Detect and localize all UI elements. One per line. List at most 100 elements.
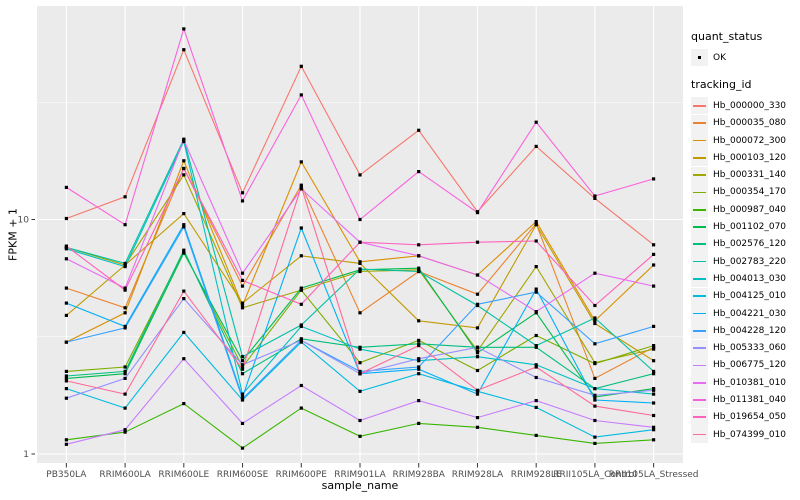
data-point xyxy=(652,263,656,267)
legend-item-label: Hb_004228_120 xyxy=(713,325,787,336)
data-point xyxy=(240,303,245,308)
data-point xyxy=(299,226,303,230)
x-tick-label: RRIM600LA xyxy=(99,470,151,480)
data-point xyxy=(182,330,186,334)
data-point xyxy=(64,216,68,221)
data-point xyxy=(417,338,421,342)
legend-item-Hb_002783_220: Hb_002783_220 xyxy=(691,253,799,271)
data-point xyxy=(534,239,538,243)
data-point xyxy=(358,269,362,274)
data-point xyxy=(417,269,421,274)
x-tick-label: RRII105LA_Stressed xyxy=(609,470,699,480)
data-point xyxy=(593,435,597,439)
line-swatch-icon xyxy=(692,329,707,332)
data-point xyxy=(182,357,186,361)
data-point xyxy=(593,196,597,200)
data-point xyxy=(593,441,597,445)
legend-title-tracking-id: tracking_id xyxy=(691,78,752,92)
line-swatch-icon xyxy=(692,347,707,349)
data-point xyxy=(358,347,362,351)
line-swatch-icon xyxy=(692,433,707,436)
data-point xyxy=(299,64,303,68)
data-point xyxy=(652,344,656,348)
data-point xyxy=(534,120,538,124)
data-point xyxy=(534,290,538,294)
line-swatch-icon xyxy=(692,381,707,384)
line-swatch-icon xyxy=(692,312,707,315)
data-point xyxy=(417,319,421,323)
data-point xyxy=(240,367,245,371)
data-point xyxy=(417,266,421,270)
data-point xyxy=(534,333,538,338)
data-point xyxy=(182,173,186,177)
data-point xyxy=(358,217,362,222)
line-swatch-icon xyxy=(692,156,707,159)
data-point xyxy=(358,418,362,423)
x-tick-label: PB350LA xyxy=(46,470,87,480)
data-point xyxy=(593,393,597,397)
data-point xyxy=(123,326,127,330)
data-point xyxy=(593,376,597,380)
data-point xyxy=(123,430,127,434)
data-point xyxy=(534,287,538,291)
legend-key-box xyxy=(691,391,708,409)
data-point xyxy=(240,355,245,359)
legend-key-box xyxy=(691,356,708,374)
data-point xyxy=(593,319,597,323)
data-point xyxy=(64,376,68,380)
data-point xyxy=(534,375,538,380)
data-point xyxy=(652,388,656,392)
x-tick-label: RRIM600SE xyxy=(217,470,269,480)
data-point xyxy=(123,365,127,369)
data-point xyxy=(417,243,421,247)
data-point xyxy=(417,342,421,346)
data-point xyxy=(123,369,127,373)
legend-item-label: Hb_004125_010 xyxy=(713,291,787,302)
data-point xyxy=(534,365,538,369)
data-point xyxy=(240,421,245,425)
legend-key-box xyxy=(691,305,708,322)
data-point xyxy=(64,257,68,261)
y-axis-title: FPKM + 1 xyxy=(6,208,20,261)
legend-item-Hb_005333_060: Hb_005333_060 xyxy=(691,339,799,357)
data-point xyxy=(182,225,186,229)
data-point xyxy=(652,438,656,442)
legend-item-Hb_000000_330: Hb_000000_330 xyxy=(691,97,799,115)
legend-item-label: Hb_004013_030 xyxy=(713,273,787,284)
legend-item-label: OK xyxy=(713,52,726,63)
line-swatch-icon xyxy=(692,243,707,246)
data-point xyxy=(417,254,421,258)
legend-item-label: Hb_002576_120 xyxy=(713,239,787,250)
data-point xyxy=(64,244,68,248)
data-point xyxy=(652,252,656,256)
data-point xyxy=(64,185,68,189)
data-point xyxy=(534,310,538,314)
data-point xyxy=(358,173,362,177)
legend-key-box xyxy=(691,218,708,236)
data-point xyxy=(240,395,245,399)
data-point xyxy=(475,349,480,353)
y-tick-label: 1 xyxy=(23,450,29,460)
data-point xyxy=(534,265,538,269)
data-point xyxy=(593,398,597,402)
legend-key-box xyxy=(691,374,708,392)
data-point xyxy=(123,195,127,199)
data-point xyxy=(182,223,186,227)
data-point xyxy=(182,251,186,255)
x-tick-label: RRIM901LA xyxy=(334,470,386,480)
data-point xyxy=(182,166,186,171)
legend-item-Hb_011381_040: Hb_011381_040 xyxy=(691,391,799,409)
data-point xyxy=(299,254,303,258)
data-point xyxy=(299,302,303,306)
data-point xyxy=(240,365,245,369)
data-point xyxy=(240,199,245,203)
data-point xyxy=(64,369,68,373)
legend-key-box xyxy=(691,322,708,340)
data-point xyxy=(123,286,127,290)
x-axis-title: sample_name xyxy=(321,479,399,492)
data-point xyxy=(417,365,421,369)
legend-item-Hb_074399_010: Hb_074399_010 xyxy=(691,426,799,444)
legend-item-Hb_004221_030: Hb_004221_030 xyxy=(691,305,799,322)
